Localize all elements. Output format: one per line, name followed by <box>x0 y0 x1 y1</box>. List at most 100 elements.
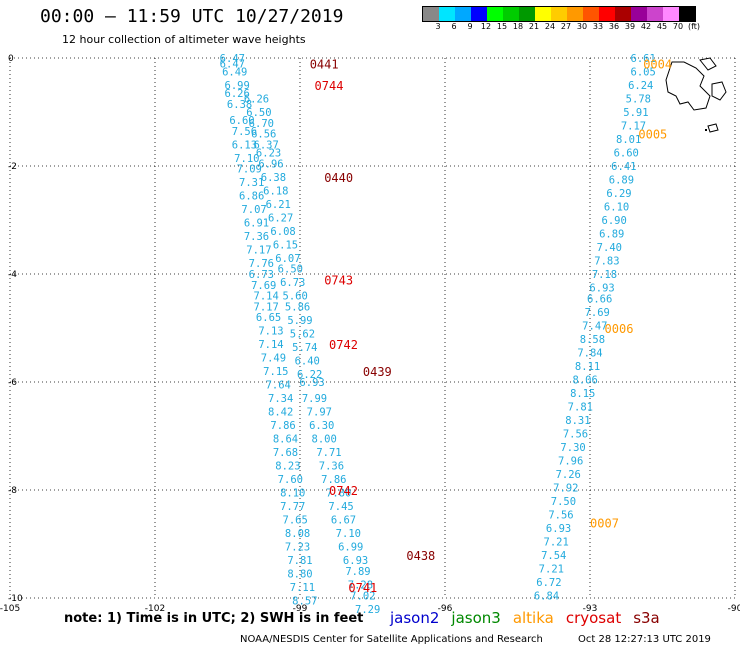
color-scale-swatch <box>631 7 647 21</box>
pass-time-label: 0438 <box>406 549 435 563</box>
wave-height-label: 7.69 <box>585 307 610 319</box>
wave-height-label: 7.47 <box>582 320 607 332</box>
credit-text: NOAA/NESDIS Center for Satellite Applica… <box>240 634 543 645</box>
wave-height-label: 7.49 <box>261 353 286 365</box>
color-scale-label: 42 <box>640 22 652 31</box>
color-scale-swatch <box>599 7 615 21</box>
color-scale-label: 15 <box>496 22 508 31</box>
wave-height-label: 7.18 <box>592 269 617 281</box>
wave-height-label: 8.15 <box>570 388 595 400</box>
pass-time-label: 0006 <box>605 322 634 336</box>
color-scale-swatch <box>455 7 471 21</box>
wave-height-label: 7.36 <box>319 461 344 473</box>
color-scale-label: 12 <box>480 22 492 31</box>
color-scale-swatch <box>535 7 551 21</box>
wave-height-label: 7.21 <box>544 536 569 548</box>
wave-height-label: 8.01 <box>616 134 641 146</box>
wave-height-label: 7.28 <box>348 580 373 592</box>
wave-height-label: 7.10 <box>336 528 361 540</box>
wave-height-label: 7.77 <box>280 501 305 513</box>
wave-height-label: 7.02 <box>350 590 375 602</box>
wave-height-label: 7.56 <box>548 509 573 521</box>
wave-height-label: 6.99 <box>338 542 363 554</box>
pass-time-label: 0004 <box>643 57 672 71</box>
wave-height-label: 7.36 <box>244 231 269 243</box>
y-tick-label: -4 <box>8 270 17 280</box>
wave-height-label: 7.83 <box>594 256 619 268</box>
legend-item: jason3 <box>451 609 501 627</box>
island-outline <box>699 57 717 71</box>
wave-height-label: 6.38 <box>261 172 286 184</box>
color-scale-label: 27 <box>560 22 572 31</box>
wave-height-label: 7.17 <box>246 245 271 257</box>
wave-height-label: 6.26 <box>244 94 269 106</box>
wave-height-label: 6.27 <box>268 212 293 224</box>
wave-height-label: 7.56 <box>232 126 257 138</box>
wave-height-label: 7.89 <box>345 566 370 578</box>
wave-height-label: 6.41 <box>611 161 636 173</box>
wave-height-label: 7.96 <box>558 455 583 467</box>
wave-height-label: 7.50 <box>551 496 576 508</box>
generated-timestamp: Oct 28 12:27:13 UTC 2019 <box>578 634 711 645</box>
color-scale-swatch <box>551 7 567 21</box>
wave-height-label: 6.60 <box>229 115 254 127</box>
wave-height-label: 5.60 <box>283 291 308 303</box>
wave-height-label: 8.06 <box>573 374 598 386</box>
color-scale-swatch <box>487 7 503 21</box>
wave-height-label: 6.89 <box>599 229 624 241</box>
wave-height-label: 8.11 <box>575 361 600 373</box>
y-tick-label: -6 <box>8 378 17 388</box>
wave-height-label: 5.78 <box>626 94 651 106</box>
legend-item: cryosat <box>565 609 622 627</box>
wave-height-label: 7.69 <box>251 280 276 292</box>
x-tick-label: -105 <box>0 604 20 614</box>
wave-height-label: 6.72 <box>536 577 561 589</box>
wave-height-label: 5.99 <box>287 315 312 327</box>
wave-height-label: 6.26 <box>225 88 250 100</box>
color-scale-label: 45 <box>656 22 668 31</box>
wave-height-label: 6.90 <box>602 215 627 227</box>
wave-height-label: 6.49 <box>222 67 247 79</box>
wave-height-label: 8.57 <box>292 596 317 608</box>
wave-height-label: 7.68 <box>273 447 298 459</box>
wave-height-label: 7.84 <box>577 347 602 359</box>
footer-note: note: 1) Time is in UTC; 2) SWH is in fe… <box>64 611 364 626</box>
color-scale-label: 24 <box>544 22 556 31</box>
wave-height-label: 6.47 <box>220 53 245 65</box>
wave-height-label: 6.50 <box>278 264 303 276</box>
wave-height-label: 7.81 <box>287 555 312 567</box>
island-outline <box>711 81 727 101</box>
wave-height-label: 6.99 <box>225 80 250 92</box>
color-scale-label: 30 <box>576 22 588 31</box>
wave-height-label: 7.14 <box>254 291 279 303</box>
wave-height-label: 6.13 <box>232 139 257 151</box>
wave-height-label: 6.18 <box>263 185 288 197</box>
wave-height-label: 7.23 <box>285 542 310 554</box>
wave-height-label: 5.91 <box>623 107 648 119</box>
wave-height-label: 6.30 <box>309 420 334 432</box>
chart-title: 00:00 – 11:59 UTC 10/27/2019 <box>40 6 344 27</box>
pass-time-label: 0742 <box>329 484 358 498</box>
wave-height-label: 8.10 <box>280 488 305 500</box>
wave-height-label: 7.80 <box>326 488 351 500</box>
pass-time-label: 0005 <box>638 128 667 142</box>
wave-height-label: 7.30 <box>560 442 585 454</box>
wave-height-label: 6.50 <box>246 107 271 119</box>
color-scale-swatch <box>519 7 535 21</box>
wave-height-label: 6.84 <box>534 590 559 602</box>
wave-height-label: 7.10 <box>234 153 259 165</box>
wave-height-label: 6.05 <box>631 67 656 79</box>
wave-height-label: 6.10 <box>604 202 629 214</box>
color-scale-swatch <box>471 7 487 21</box>
color-scale-label: (ft) <box>687 22 701 31</box>
wave-height-label: 6.91 <box>244 218 269 230</box>
x-tick-label: -93 <box>583 604 598 614</box>
wave-height-label: 6.66 <box>587 293 612 305</box>
wave-height-label: 6.73 <box>280 277 305 289</box>
color-scale-swatch <box>423 7 439 21</box>
color-scale-label: 9 <box>467 22 473 31</box>
wave-height-label: 7.14 <box>258 339 283 351</box>
wave-height-label: 6.24 <box>628 80 653 92</box>
wave-height-label: 7.99 <box>302 393 327 405</box>
